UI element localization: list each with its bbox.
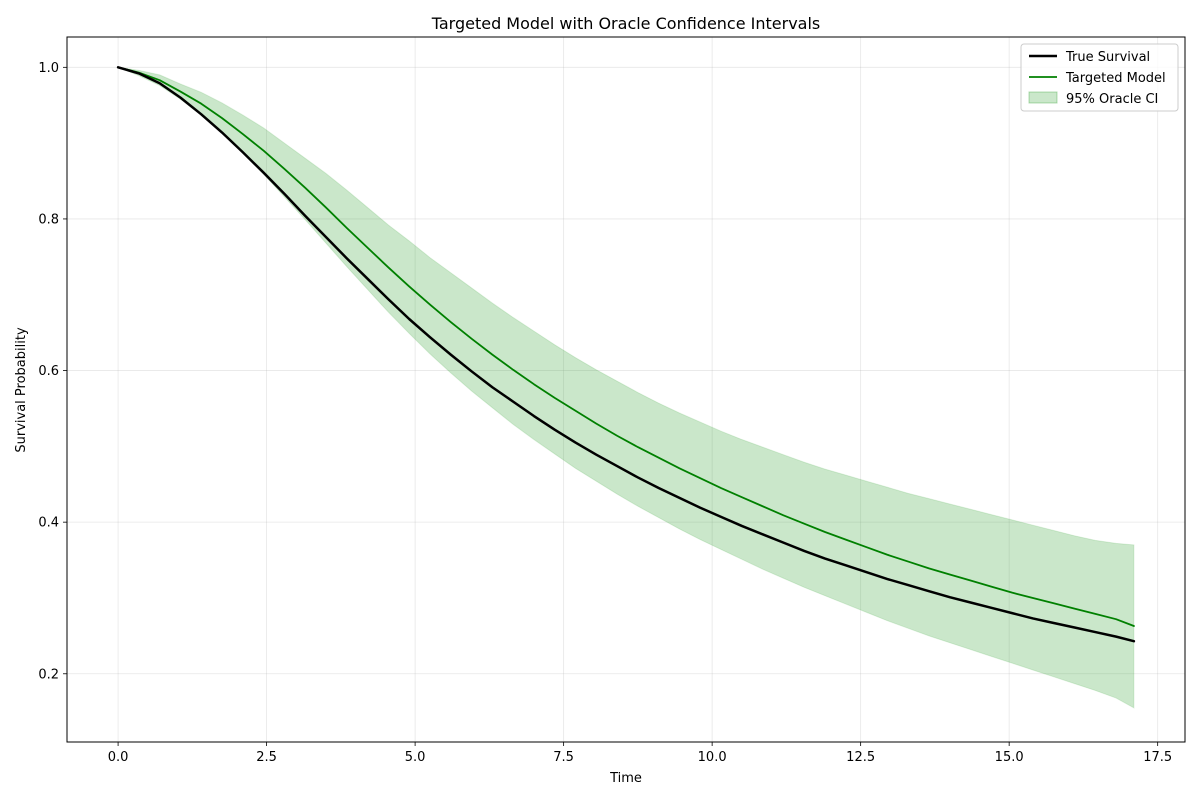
x-tick-label: 15.0 [995,750,1024,765]
x-axis-ticks: 0.0 2.5 5.0 7.5 10.0 12.5 15.0 17.5 [108,742,1172,765]
x-tick-label: 10.0 [698,750,727,765]
series-layer [116,66,1136,643]
y-tick-label: 1.0 [38,61,59,76]
series-line-true-survival [116,66,1136,643]
plot-frame [66,36,1186,743]
legend-handle-oracle-ci [1028,91,1058,104]
x-tick-label: 2.5 [256,750,277,765]
y-tick-label: 0.2 [38,667,59,682]
legend: True Survival Targeted Model 95% Oracle … [1020,43,1179,112]
x-axis-label: Time [609,771,642,786]
x-tick-label: 17.5 [1143,750,1172,765]
grid-layer [67,37,1185,742]
y-tick-label: 0.6 [38,364,59,379]
y-axis-ticks: 0.2 0.4 0.6 0.8 1.0 [38,61,67,682]
chart-title: Targeted Model with Oracle Confidence In… [431,14,821,33]
legend-label-oracle-ci: 95% Oracle CI [1066,92,1158,107]
y-tick-label: 0.8 [38,212,59,227]
x-tick-label: 0.0 [108,750,129,765]
series-line-targeted-model [117,66,1135,627]
legend-label-true-survival: True Survival [1065,50,1150,65]
y-axis-label: Survival Probability [14,327,29,453]
x-tick-label: 7.5 [553,750,574,765]
y-tick-label: 0.4 [38,516,59,531]
x-tick-label: 5.0 [405,750,426,765]
legend-label-targeted-model: Targeted Model [1065,71,1166,86]
legend-frame [1020,43,1179,112]
x-tick-label: 12.5 [846,750,875,765]
